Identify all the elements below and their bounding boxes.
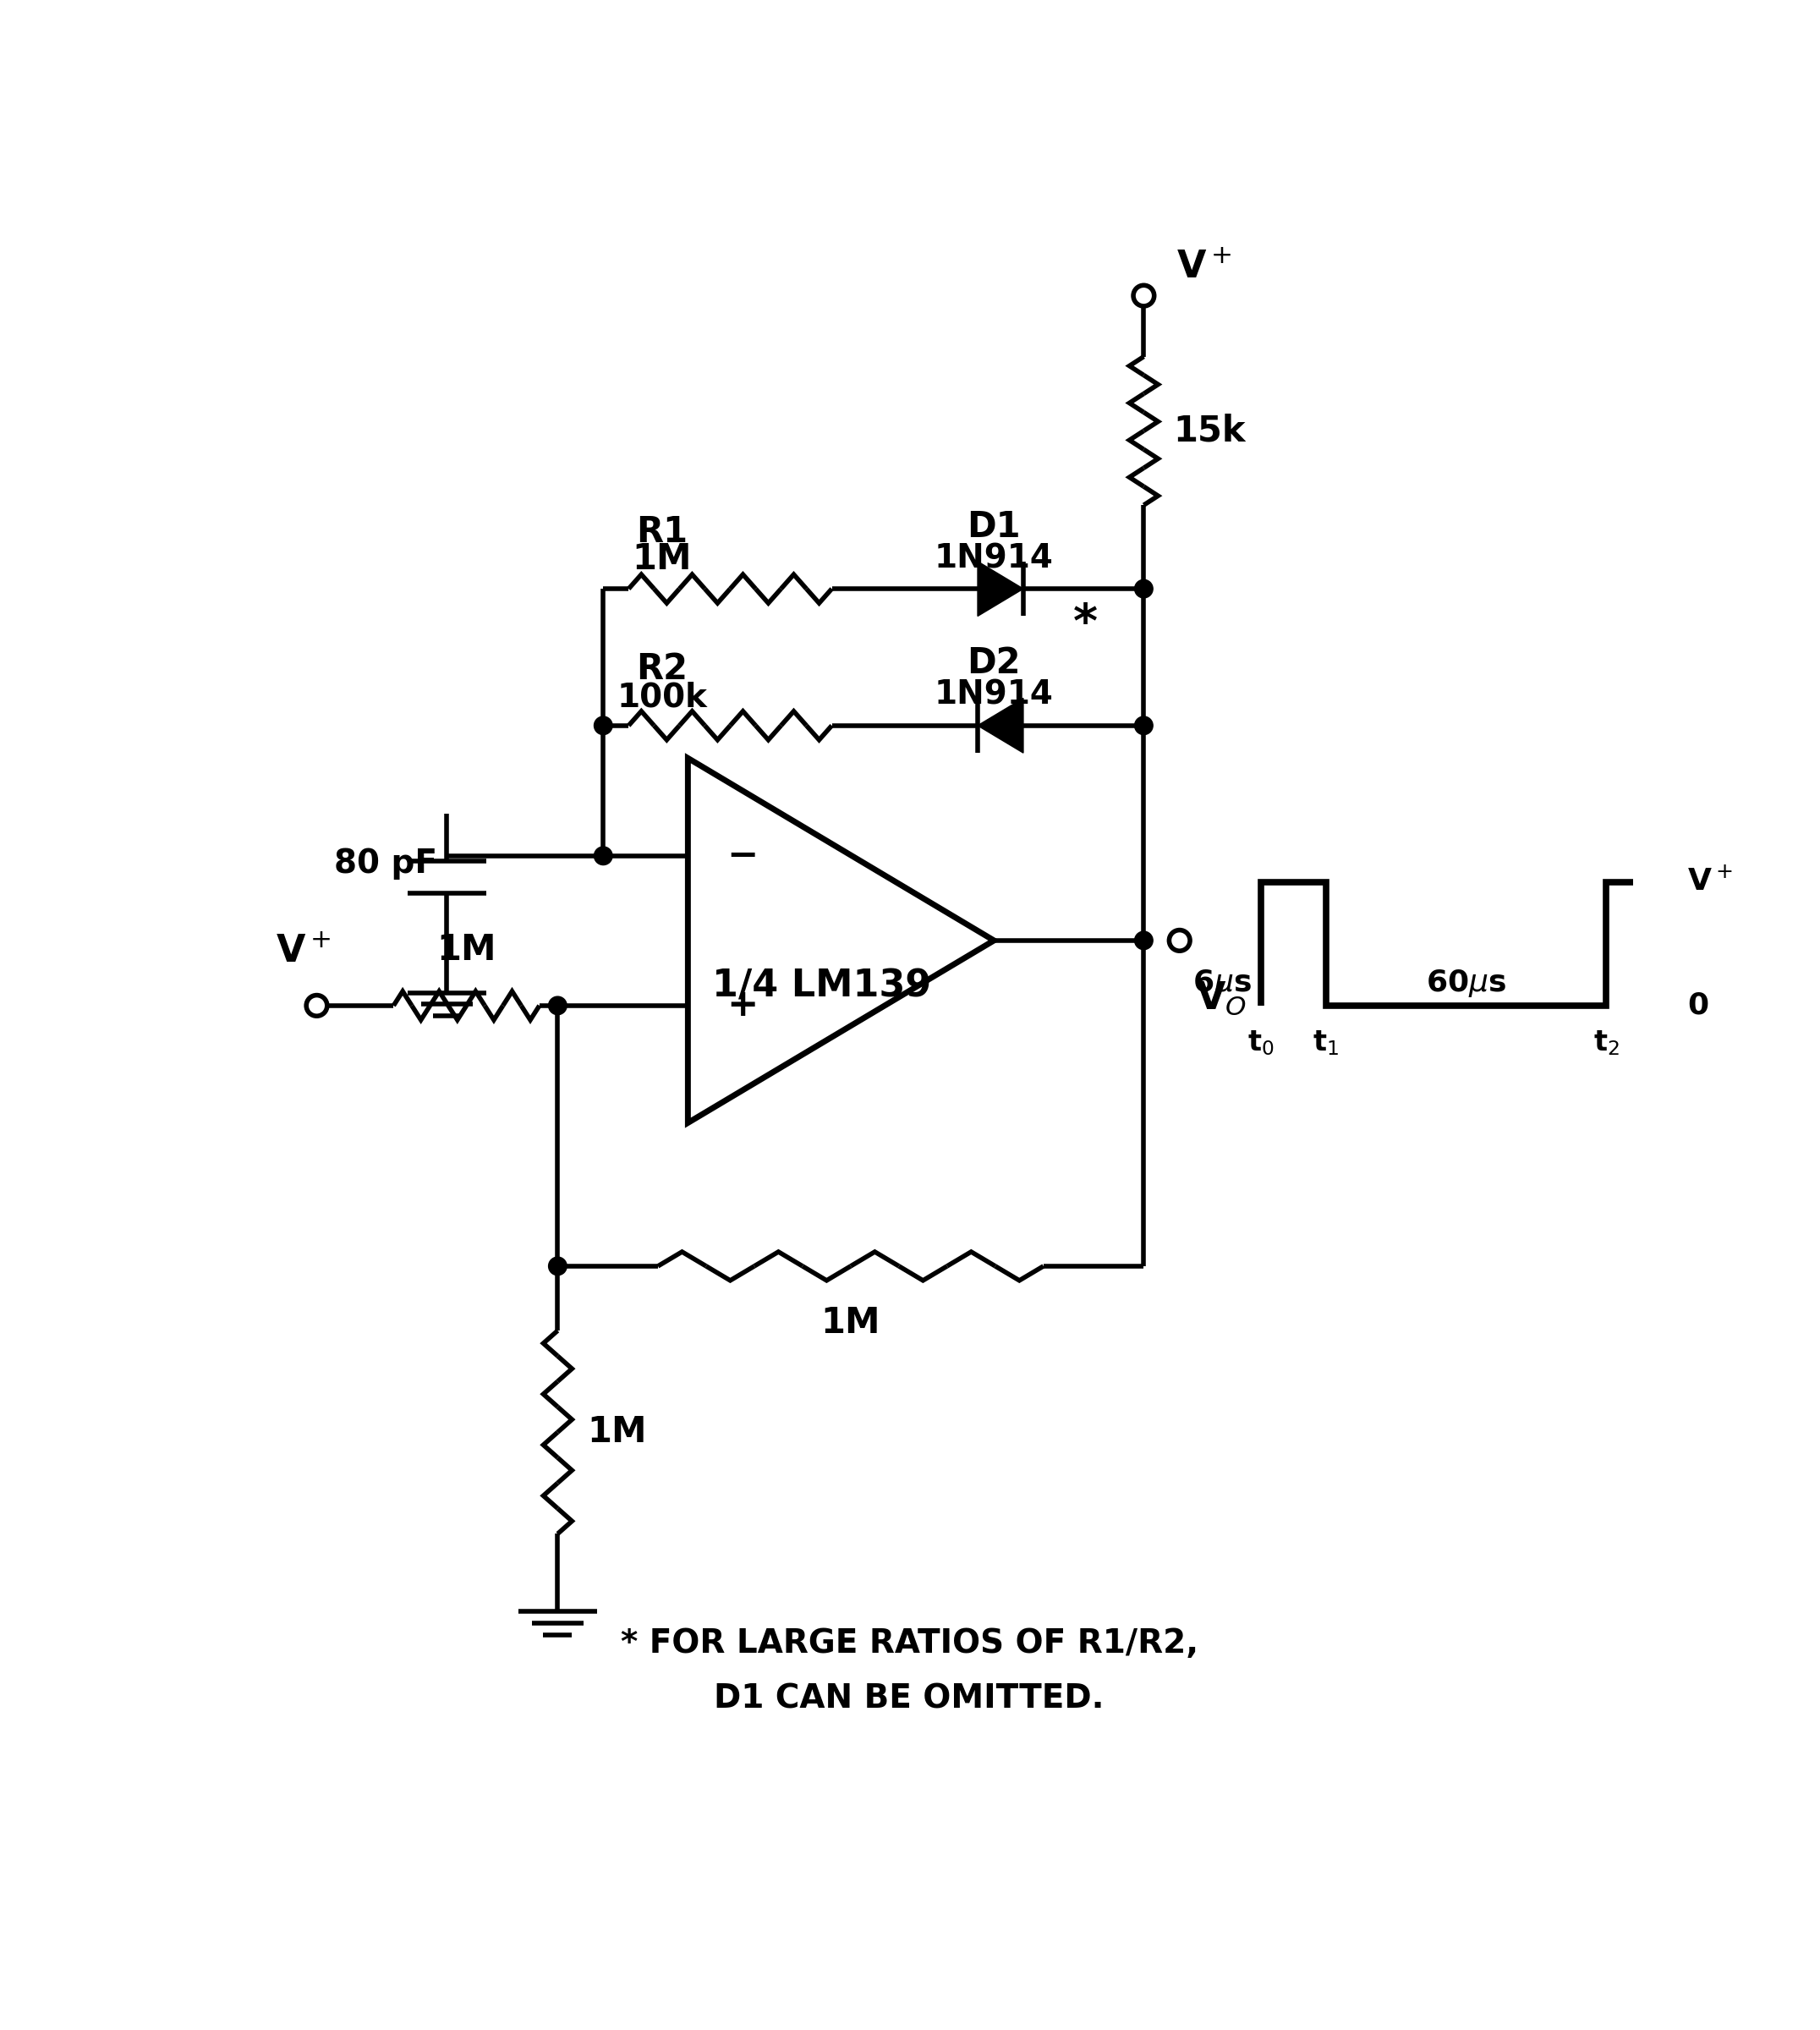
Circle shape bbox=[1134, 717, 1152, 735]
Text: 1M: 1M bbox=[632, 542, 692, 577]
Text: t$_0$: t$_0$ bbox=[1249, 1029, 1274, 1058]
Text: 60$\mu$s: 60$\mu$s bbox=[1425, 968, 1507, 999]
Circle shape bbox=[548, 997, 566, 1015]
Circle shape bbox=[1134, 581, 1152, 599]
Text: 100k: 100k bbox=[617, 682, 706, 715]
Text: t$_1$: t$_1$ bbox=[1312, 1029, 1340, 1058]
Circle shape bbox=[548, 1257, 566, 1275]
Text: 1/4 LM139: 1/4 LM139 bbox=[712, 968, 932, 1005]
Polygon shape bbox=[977, 562, 1023, 617]
Polygon shape bbox=[977, 698, 1023, 753]
Text: 80 pF: 80 pF bbox=[335, 849, 437, 881]
Text: 1N914: 1N914 bbox=[934, 542, 1054, 574]
Text: D2: D2 bbox=[966, 646, 1021, 682]
Text: 0: 0 bbox=[1687, 991, 1709, 1019]
Text: *: * bbox=[1072, 601, 1097, 648]
Text: V$_O$: V$_O$ bbox=[1196, 980, 1247, 1017]
Text: 1M: 1M bbox=[437, 932, 497, 968]
Text: −: − bbox=[726, 838, 759, 875]
Text: V$^+$: V$^+$ bbox=[1176, 250, 1232, 286]
Text: 6$\mu$s: 6$\mu$s bbox=[1192, 968, 1250, 999]
Text: 1M: 1M bbox=[821, 1305, 881, 1340]
Text: V$^+$: V$^+$ bbox=[277, 934, 331, 970]
Text: 1M: 1M bbox=[588, 1415, 646, 1449]
Circle shape bbox=[593, 847, 612, 865]
Text: D1 CAN BE OMITTED.: D1 CAN BE OMITTED. bbox=[713, 1683, 1105, 1715]
Text: 1N914: 1N914 bbox=[934, 680, 1054, 710]
Text: R1: R1 bbox=[635, 514, 688, 550]
Text: +: + bbox=[726, 987, 759, 1023]
Circle shape bbox=[1134, 932, 1152, 950]
Circle shape bbox=[593, 717, 612, 735]
Text: * FOR LARGE RATIOS OF R1/R2,: * FOR LARGE RATIOS OF R1/R2, bbox=[621, 1628, 1198, 1661]
Text: R2: R2 bbox=[635, 652, 688, 686]
Text: 15k: 15k bbox=[1174, 412, 1245, 449]
Text: V$^+$: V$^+$ bbox=[1687, 867, 1733, 897]
Text: t$_2$: t$_2$ bbox=[1592, 1029, 1620, 1058]
Text: D1: D1 bbox=[966, 510, 1021, 544]
